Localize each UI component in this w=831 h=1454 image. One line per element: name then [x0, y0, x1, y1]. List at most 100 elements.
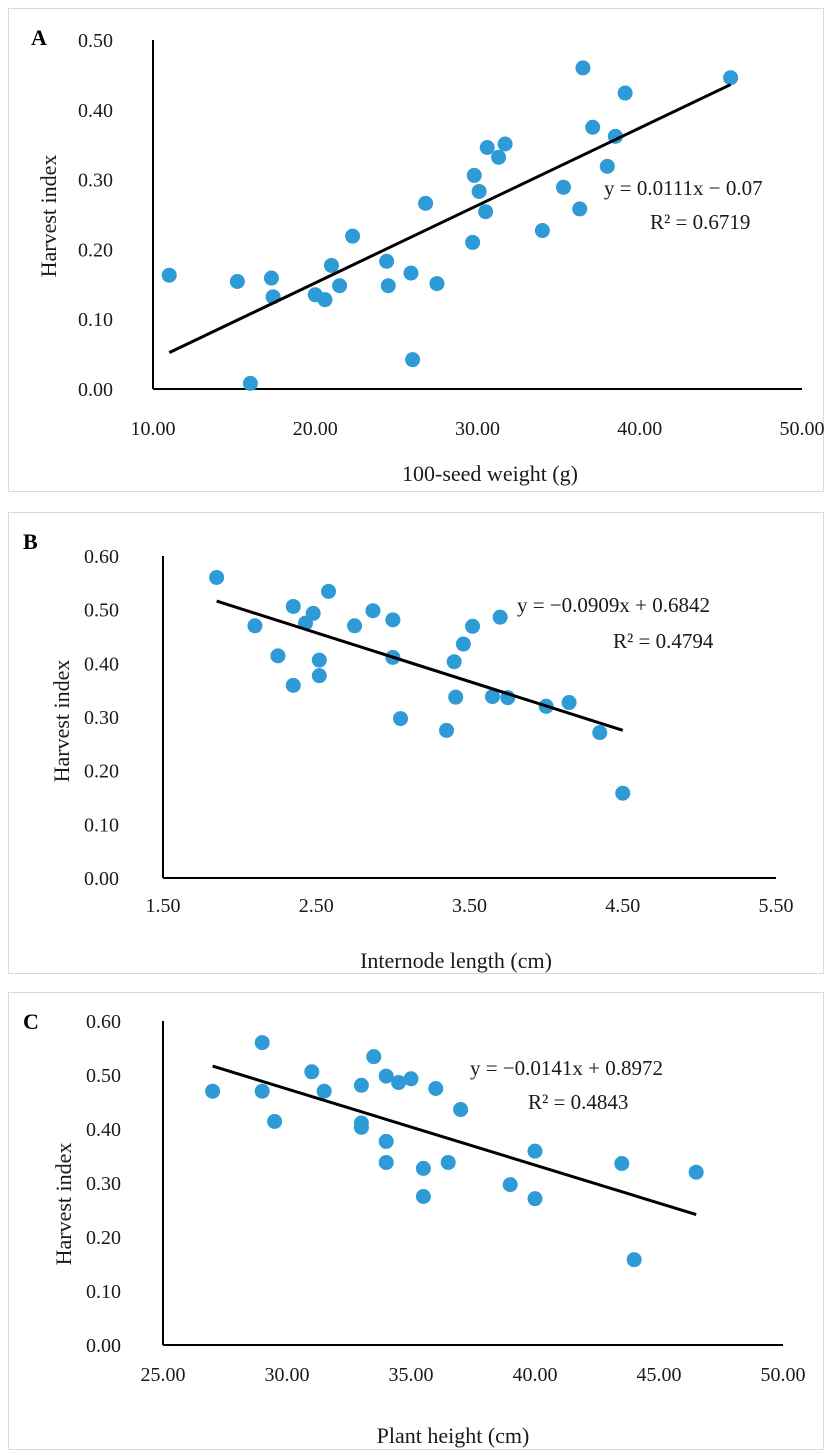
- data-point: [366, 1049, 382, 1065]
- data-point: [478, 204, 494, 220]
- x-tick-label: 2.50: [299, 895, 334, 917]
- data-point: [527, 1191, 543, 1207]
- data-point: [365, 603, 381, 619]
- data-point: [403, 265, 419, 281]
- y-tick-label: 0.50: [78, 30, 113, 52]
- data-point: [263, 270, 279, 286]
- trendline-c: [212, 1064, 697, 1216]
- x-tick-label: 40.00: [617, 418, 662, 440]
- data-point: [484, 689, 500, 705]
- data-point: [465, 234, 481, 250]
- scatter-plot-a: A y = 0.0111x − 0.07 R² = 0.6719 100-see…: [31, 25, 825, 486]
- data-point: [561, 695, 577, 711]
- trendline-equation-a: y = 0.0111x − 0.07: [604, 176, 763, 200]
- x-axis-title-c: Plant height (cm): [377, 1423, 530, 1448]
- x-tick-label: 50.00: [780, 418, 825, 440]
- x-tick-label: 45.00: [637, 1364, 682, 1386]
- data-point: [615, 785, 631, 801]
- data-point: [285, 598, 301, 614]
- x-tick-label: 30.00: [265, 1364, 310, 1386]
- scatter-plot-b: B y = −0.0909x + 0.6842 R² = 0.4794 Inte…: [23, 529, 794, 973]
- r-squared-b: R² = 0.4794: [613, 629, 714, 653]
- x-axis-title-b: Internode length (cm): [360, 948, 552, 973]
- x-tick-label: 1.50: [146, 895, 181, 917]
- y-tick-label: 0.40: [84, 653, 119, 675]
- data-point: [332, 278, 348, 294]
- data-point: [317, 292, 333, 308]
- data-point: [440, 1154, 456, 1170]
- data-point: [205, 1083, 221, 1099]
- data-point: [575, 60, 591, 76]
- data-point: [466, 167, 482, 183]
- data-point: [304, 1064, 320, 1080]
- data-point: [471, 183, 487, 199]
- chart-panel-c: C y = −0.0141x + 0.8972 R² = 0.4843 Plan…: [8, 992, 824, 1450]
- data-point: [254, 1083, 270, 1099]
- data-point: [385, 612, 401, 628]
- data-point: [465, 618, 481, 634]
- data-point: [321, 583, 337, 599]
- y-tick-label: 0.00: [78, 379, 113, 401]
- data-point: [455, 636, 471, 652]
- y-tick-label: 0.20: [86, 1227, 121, 1249]
- data-point: [572, 201, 588, 217]
- y-tick-label: 0.30: [78, 170, 113, 192]
- data-point: [323, 257, 339, 273]
- y-tick-label: 0.30: [86, 1173, 121, 1195]
- data-point: [599, 158, 615, 174]
- data-point: [614, 1156, 630, 1172]
- data-point: [379, 253, 395, 269]
- y-tick-label: 0.60: [84, 546, 119, 568]
- y-tick-label: 0.30: [84, 707, 119, 729]
- plot-area-c: 0.00 0.10 0.20 0.30 0.40 0.50 0.60 25.00 30.00 35…: [86, 1011, 806, 1386]
- x-tick-label: 10.00: [131, 418, 176, 440]
- y-axis-title-c: Harvest index: [51, 1143, 76, 1266]
- chart-panel-a: A y = 0.0111x − 0.07 R² = 0.6719 100-see…: [8, 8, 825, 492]
- x-tick-label: 3.50: [452, 895, 487, 917]
- data-point: [415, 1189, 431, 1204]
- y-tick-label: 0.20: [78, 239, 113, 261]
- data-point: [345, 228, 361, 244]
- data-point: [448, 689, 464, 705]
- data-point: [497, 136, 513, 152]
- data-point: [723, 70, 739, 86]
- data-point: [267, 1113, 283, 1129]
- y-tick-label: 0.10: [86, 1281, 121, 1303]
- data-point: [555, 179, 571, 195]
- plot-area-b: 0.00 0.10 0.20 0.30 0.40 0.50 0.60 1.50 2.50 3.50…: [84, 546, 794, 917]
- data-point: [491, 149, 507, 165]
- y-tick-label: 0.10: [78, 309, 113, 331]
- trendline-equation-c: y = −0.0141x + 0.8972: [470, 1056, 663, 1080]
- trendline-equation-b: y = −0.0909x + 0.6842: [517, 593, 710, 617]
- x-tick-label: 40.00: [513, 1364, 558, 1386]
- data-point: [378, 1154, 394, 1170]
- data-point: [380, 278, 396, 294]
- data-point: [403, 1071, 419, 1087]
- y-tick-label: 0.20: [84, 761, 119, 783]
- data-point: [285, 677, 301, 693]
- chart-panel-b: B y = −0.0909x + 0.6842 R² = 0.4794 Inte…: [8, 512, 824, 974]
- data-point: [393, 711, 409, 727]
- r-squared-a: R² = 0.6719: [650, 210, 750, 234]
- data-point: [242, 375, 258, 391]
- data-point: [439, 722, 455, 738]
- panel-letter-c: C: [23, 1009, 39, 1034]
- data-point: [316, 1083, 332, 1099]
- data-point: [527, 1143, 543, 1159]
- data-point: [270, 648, 286, 664]
- data-point: [254, 1035, 270, 1051]
- data-point: [592, 725, 608, 741]
- trendline-b: [216, 599, 624, 732]
- data-point: [247, 618, 263, 634]
- data-point: [391, 1075, 407, 1091]
- y-tick-label: 0.40: [86, 1119, 121, 1141]
- data-point: [229, 274, 245, 290]
- y-tick-label: 0.00: [84, 868, 119, 890]
- data-point: [353, 1077, 369, 1093]
- data-point: [453, 1102, 469, 1118]
- r-squared-c: R² = 0.4843: [528, 1090, 628, 1114]
- y-axis-title-a: Harvest index: [36, 155, 61, 278]
- y-axis-title-b: Harvest index: [49, 660, 74, 783]
- data-point: [585, 119, 601, 135]
- x-tick-label: 35.00: [389, 1364, 434, 1386]
